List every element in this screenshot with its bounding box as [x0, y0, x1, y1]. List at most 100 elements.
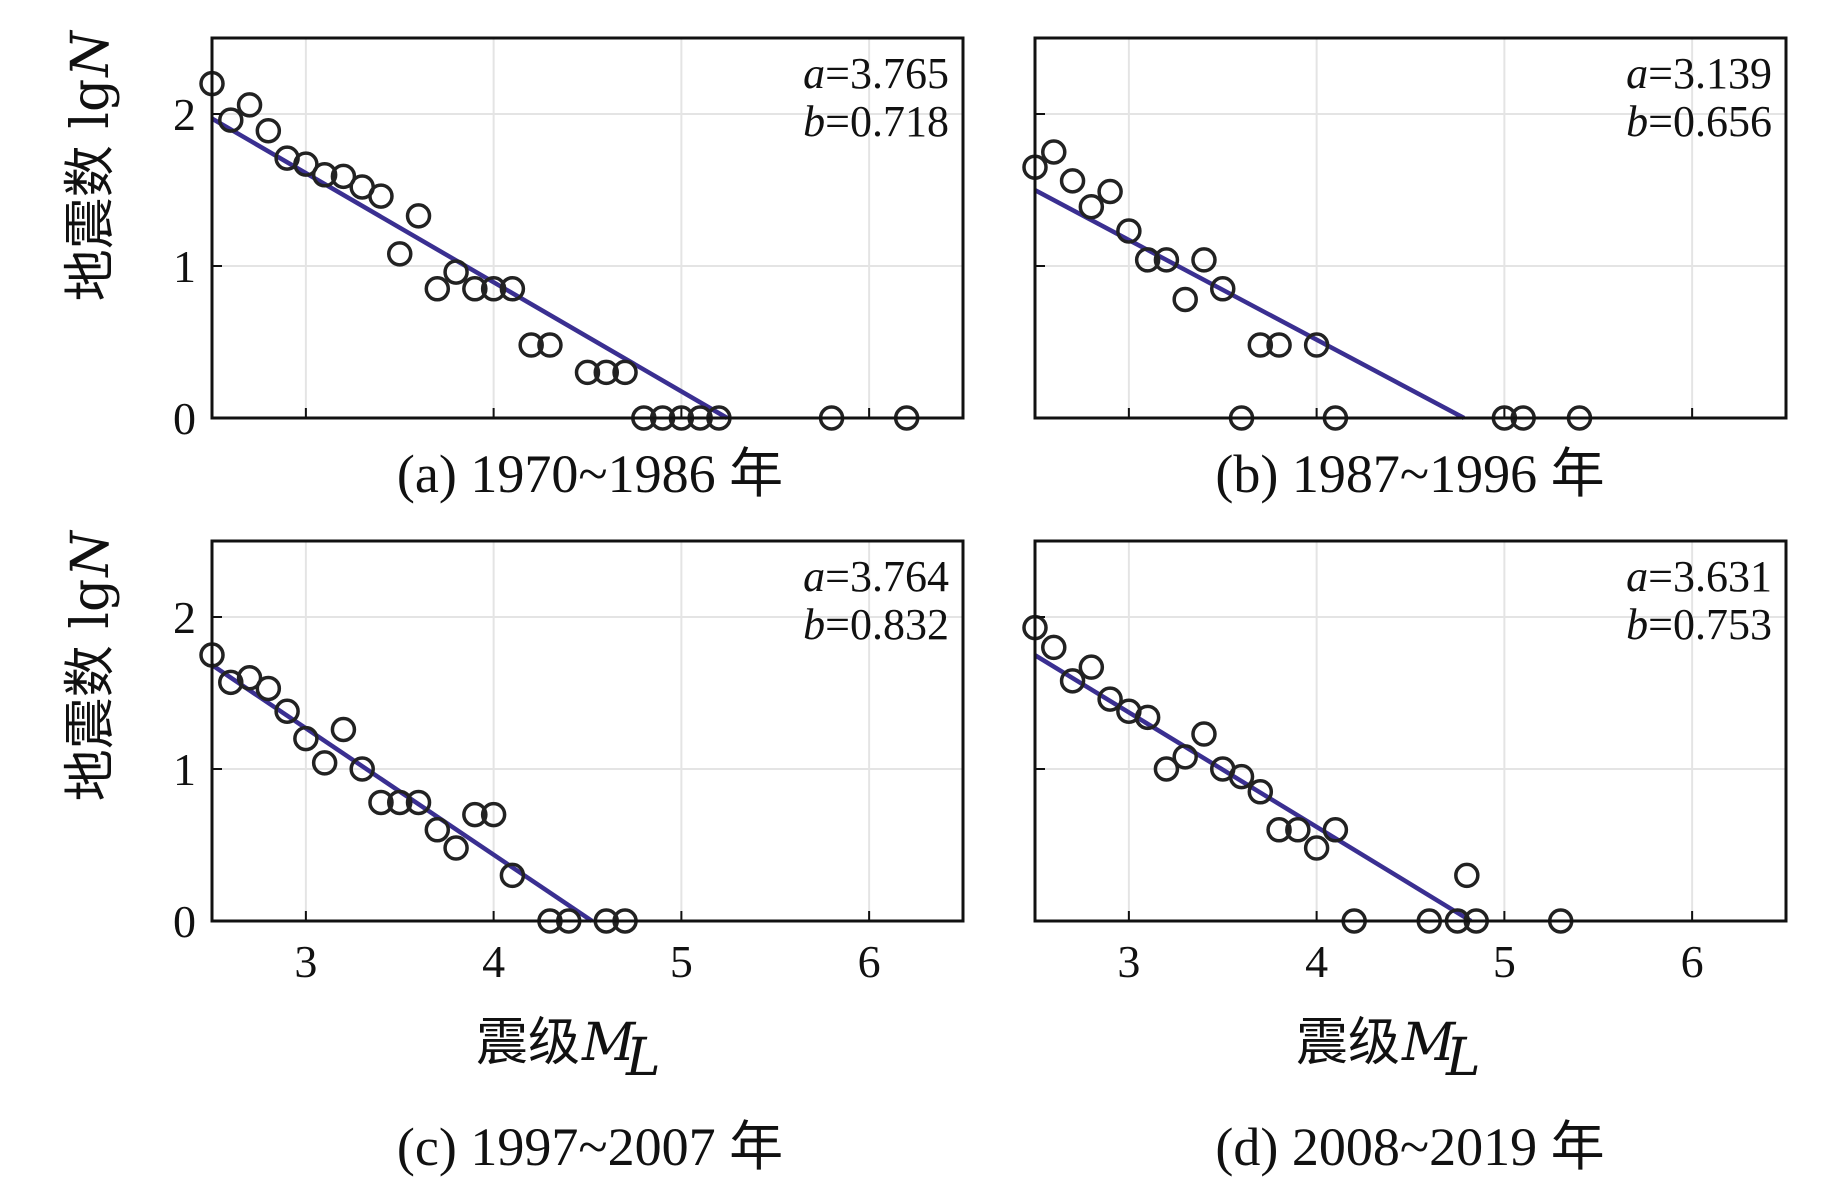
y-axis-label-bottom-var: N [61, 530, 121, 579]
data-point [1134, 704, 1161, 731]
a-value-label: a=3.764 [803, 552, 949, 601]
plot-frame [210, 539, 965, 923]
data-point [424, 276, 451, 302]
y-tick-label: 0 [173, 393, 196, 444]
data-point [293, 725, 319, 752]
y-axis-label-top-var: N [61, 30, 121, 79]
data-point [1059, 668, 1086, 694]
x-tick-label: 4 [1305, 936, 1328, 987]
x-tick-label: 5 [670, 936, 693, 987]
panel-caption: (d) 2008~2019 年 [1215, 1117, 1604, 1177]
x-axis-label-right-sub: L [1445, 1028, 1481, 1088]
data-point [1266, 817, 1292, 843]
data-point [1191, 247, 1217, 273]
data-point [1303, 332, 1330, 358]
data-point [499, 276, 526, 302]
a-value-label: a=3.139 [1626, 49, 1772, 98]
data-point [443, 259, 469, 285]
data-point [1454, 862, 1480, 889]
data-point [1247, 779, 1274, 805]
data-point [1322, 817, 1349, 843]
x-tick-label: 3 [294, 936, 317, 987]
panel-caption: (a) 1970~1986 年 [397, 444, 783, 504]
x-axis-label-left-var: M [581, 1013, 637, 1073]
data-point [480, 276, 507, 302]
data-point [1228, 763, 1255, 790]
panel-caption: (b) 1987~1996 年 [1215, 444, 1604, 504]
a-value-label: a=3.631 [1626, 552, 1772, 601]
y-tick-label: 1 [173, 744, 196, 795]
data-point [1191, 721, 1217, 747]
data-point [368, 183, 394, 209]
data-point [1134, 247, 1161, 273]
y-axis-label-bottom: 地震数 lg [61, 579, 121, 801]
b-value-label: b=0.832 [803, 600, 949, 649]
data-point [1116, 218, 1142, 244]
x-tick-label: 4 [482, 936, 505, 987]
b-value-label: b=0.656 [1626, 97, 1772, 146]
data-point [480, 801, 507, 828]
data-point [1097, 686, 1123, 712]
data-point [1303, 835, 1330, 861]
plot-area [212, 541, 963, 921]
data-point [349, 756, 375, 782]
data-point [1172, 286, 1198, 313]
data-point [1041, 139, 1067, 165]
data-point [499, 862, 526, 889]
data-point [574, 359, 601, 386]
data-point [1059, 168, 1086, 194]
x-axis-label-left: 震级 [476, 1013, 580, 1073]
data-point [1097, 178, 1123, 205]
data-point [387, 241, 413, 267]
plot-frame [210, 36, 965, 420]
data-point [1153, 247, 1180, 273]
fit-line [1033, 653, 1473, 923]
y-tick-label: 2 [173, 592, 196, 643]
data-point [405, 789, 432, 816]
data-point [537, 332, 563, 358]
data-point [462, 801, 488, 828]
data-point [236, 92, 263, 118]
data-point [1172, 744, 1198, 770]
data-point [236, 665, 263, 691]
b-value-label: b=0.718 [803, 97, 949, 146]
data-point [218, 107, 244, 133]
data-point [255, 675, 282, 702]
data-point [443, 835, 469, 861]
data-point [462, 276, 488, 302]
data-point [311, 750, 338, 776]
data-point [405, 203, 432, 229]
data-point [1041, 634, 1067, 661]
y-tick-label: 2 [173, 89, 196, 140]
data-point [424, 817, 451, 843]
data-point [1247, 332, 1274, 358]
x-axis-label-left-sub: L [625, 1028, 661, 1088]
x-tick-label: 3 [1117, 936, 1140, 987]
y-axis-label-top: 地震数 lg [61, 79, 121, 301]
data-point [293, 151, 319, 177]
plot-area [1035, 38, 1786, 418]
data-point [330, 716, 357, 743]
data-point [1078, 654, 1105, 680]
plot-frame [1033, 539, 1788, 923]
x-tick-label: 6 [858, 936, 881, 987]
data-point [311, 162, 338, 188]
panel-caption: (c) 1997~2007 年 [397, 1117, 783, 1177]
y-tick-label: 1 [173, 241, 196, 292]
data-point [1285, 817, 1311, 843]
x-axis-label-right-var: M [1401, 1013, 1457, 1073]
x-tick-label: 6 [1681, 936, 1704, 987]
a-value-label: a=3.765 [803, 49, 949, 98]
data-point [593, 359, 620, 386]
plot-frame [1033, 36, 1788, 420]
data-point [218, 669, 244, 696]
fit-line [1033, 188, 1466, 420]
x-tick-label: 5 [1493, 936, 1516, 987]
x-axis-label-right: 震级 [1296, 1013, 1400, 1073]
data-point [1078, 193, 1105, 220]
